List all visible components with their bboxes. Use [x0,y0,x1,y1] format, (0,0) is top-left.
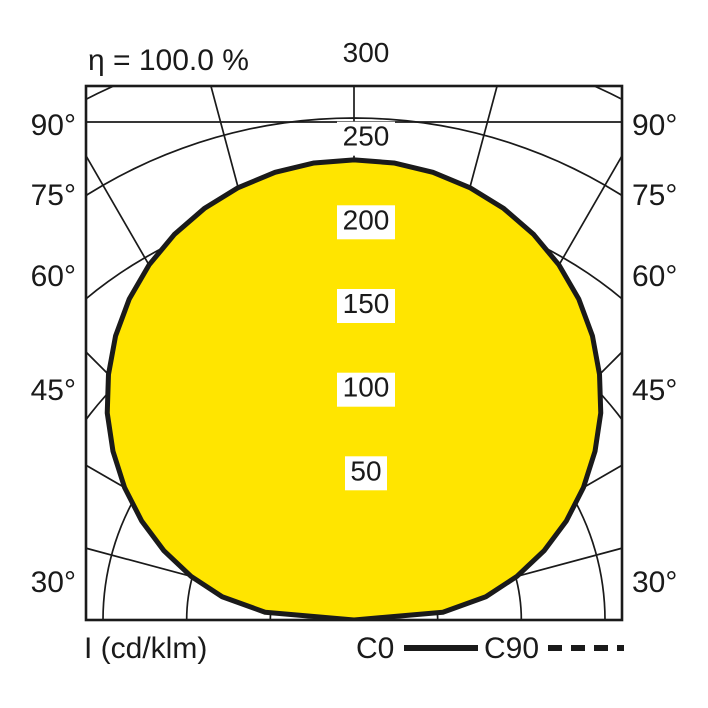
intensity-unit-label: I (cd/klm) [84,632,207,665]
left-angle-tick-60: 60° [31,260,76,293]
radial-scale-label: 50 [350,455,381,486]
radial-scale-label: 250 [343,121,390,152]
left-angle-tick-75: 75° [31,179,76,212]
radial-label-box [337,121,395,156]
radial-label-box [337,289,395,323]
efficiency-label: η = 100.0 % [88,44,249,77]
legend: C0 C90 [356,632,624,665]
radial-label-box [337,372,395,407]
radial-scale-labels: 50 100 150 200 250 300 [337,37,395,491]
right-angle-axis: 90° 75° 60° 45° 30° [632,109,677,599]
radial-label-box [345,456,387,491]
right-angle-tick-75: 75° [632,179,677,212]
radial-label-box [337,38,395,72]
left-angle-tick-45: 45° [31,374,76,407]
legend-label-c0: C0 [356,632,394,665]
right-angle-tick-45: 45° [632,374,677,407]
radial-label-box [337,205,395,240]
radial-scale-label: 300 [343,37,390,68]
right-angle-tick-30: 30° [632,566,677,599]
radial-scale-label: 100 [343,372,390,403]
right-angle-tick-90: 90° [632,109,677,142]
chart-frame [84,84,624,622]
radial-scale-label: 150 [343,288,390,319]
legend-label-c90: C90 [484,632,539,665]
radial-scale-label: 200 [343,204,390,235]
left-angle-axis: 90° 75° 60° 45° 30° [31,109,76,599]
left-angle-tick-30: 30° [31,566,76,599]
left-angle-tick-90: 90° [31,109,76,142]
right-angle-tick-60: 60° [632,260,677,293]
